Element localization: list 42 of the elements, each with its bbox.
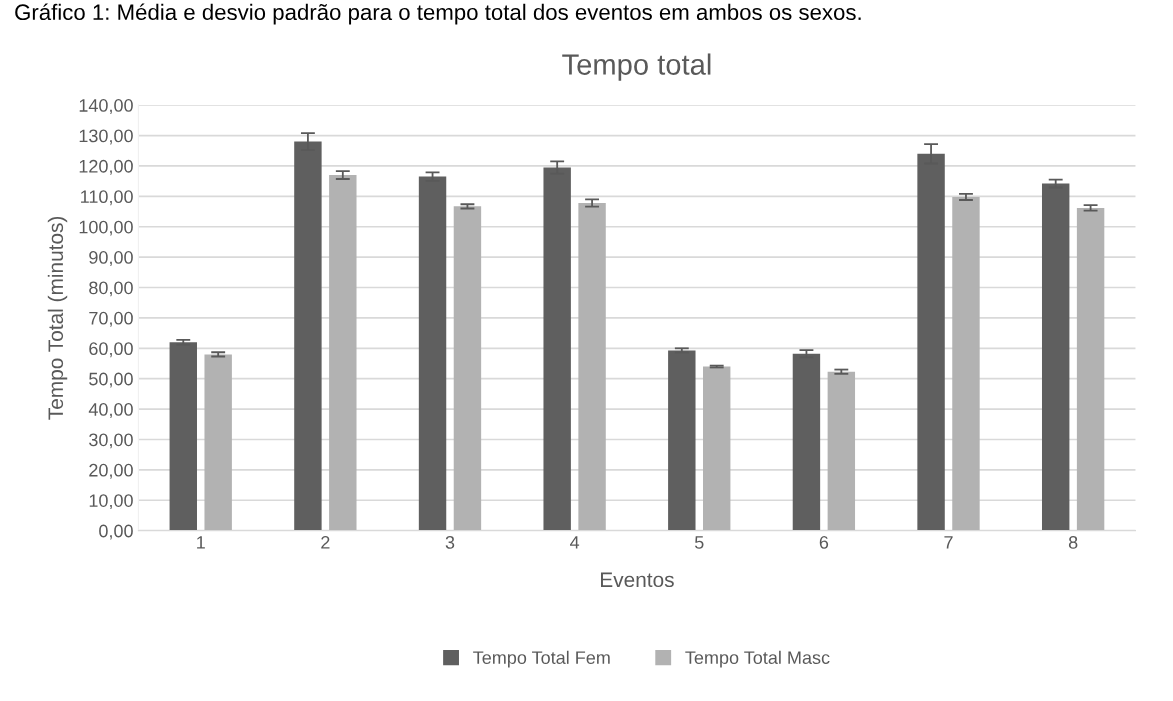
x-tick-label: 5 (694, 536, 704, 549)
bar (204, 354, 232, 531)
y-tick-label: 60,00 (89, 342, 133, 358)
y-tick-label: 80,00 (89, 281, 133, 297)
bar (952, 196, 980, 531)
y-tick-label: 110,00 (81, 190, 133, 206)
x-tick-label: 1 (197, 536, 205, 549)
legend-label: Tempo Total Masc (685, 650, 830, 668)
y-tick-label: 50,00 (89, 372, 133, 388)
y-tick-label: 0,00 (99, 524, 133, 540)
x-axis-title: Eventos (601, 572, 674, 588)
x-tick-label: 4 (570, 536, 580, 549)
y-tick-label: 40,00 (88, 403, 133, 418)
text: Gráfico 1: Média e desvio padrão para o tempo total dos eventos em ambos os sexos. (15, 3, 861, 25)
bar (792, 353, 821, 531)
bar (418, 176, 447, 531)
x-tick-label: 2 (321, 535, 330, 549)
chart-title: Tempo total (562, 53, 711, 81)
x-tick-label: 7 (944, 536, 953, 549)
bar (702, 366, 731, 531)
y-axis-title: Tempo Total (minutos) (47, 216, 68, 420)
x-tick-label: 6 (819, 535, 829, 549)
y-tick-label: 70,00 (89, 311, 133, 327)
y-tick-label: 90,00 (89, 251, 133, 266)
y-tick-label: 120,00 (79, 159, 133, 175)
bar (1076, 207, 1105, 531)
x-tick-label: 8 (1068, 535, 1078, 549)
y-tick-label: 100,00 (79, 220, 133, 236)
y-tick-label: 30,00 (89, 433, 133, 449)
bar (453, 206, 482, 531)
bar (169, 342, 197, 531)
bar (1041, 183, 1070, 531)
y-tick-label: 10,00 (89, 494, 133, 510)
legend-label: Tempo Total Fem (473, 650, 610, 668)
y-tick-label: 140,00 (79, 99, 133, 114)
bar (329, 175, 357, 531)
bar (578, 203, 606, 531)
y-tick-label: 130,00 (79, 129, 133, 145)
y-tick-label: 20,00 (89, 463, 133, 479)
bar (827, 371, 856, 531)
x-tick-label: 3 (445, 535, 455, 549)
bar (668, 350, 696, 531)
